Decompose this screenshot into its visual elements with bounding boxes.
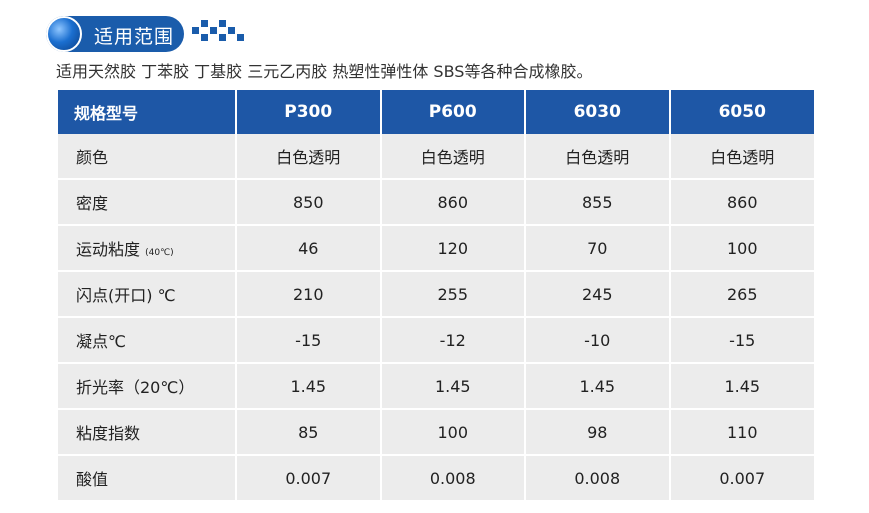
table-row: 运动粘度 (40℃) 46 120 70 100 [58, 225, 814, 272]
table-row: 折光率（20℃） 1.45 1.45 1.45 1.45 [58, 363, 814, 410]
table-cell: 855 [525, 179, 671, 226]
row-label-cell: 酸值 [58, 455, 237, 502]
row-label: 密度 [76, 194, 109, 213]
row-label-cell: 折光率（20℃） [58, 363, 237, 410]
spec-table: 规格型号 P300 P600 6030 6050 颜色 白色透明 白色透明 白色透明白… [58, 90, 814, 502]
section-title: 适用范围 [94, 26, 175, 48]
column-header: P600 [380, 90, 526, 134]
table-cell: 0.008 [380, 455, 526, 502]
table-cell: 120 [380, 225, 526, 272]
table-cell: 100 [380, 409, 526, 456]
table-row: 闪点(开口) ℃ 210 255 245 265 [58, 271, 814, 318]
row-label-cell: 密度 [58, 179, 237, 226]
table-cell: -10 [525, 317, 671, 364]
row-label-cell: 凝点℃ [58, 317, 237, 364]
row-label-cell: 运动粘度 (40℃) [58, 225, 237, 272]
table-cell: 110 [669, 409, 814, 456]
table-cell: 0.008 [525, 455, 671, 502]
table-cell: 245 [525, 271, 671, 318]
table-row: 粘度指数 85 100 98 110 [58, 409, 814, 456]
section-header: 适用范围 [46, 14, 306, 54]
table-cell: 0.007 [669, 455, 814, 502]
row-label: 运动粘度 [76, 240, 141, 259]
column-header: 6050 [669, 90, 814, 134]
table-cell: 白色透明 [380, 134, 526, 180]
table-cell: 255 [380, 271, 526, 318]
row-label-cell: 闪点(开口) ℃ [58, 271, 237, 318]
table-cell: 1.45 [669, 363, 814, 410]
table-row: 凝点℃ -15 -12 -10 -15 [58, 317, 814, 364]
table-cell: 85 [236, 409, 382, 456]
table-cell: 70 [525, 225, 671, 272]
row-label: 折光率（20℃） [76, 378, 195, 397]
blue-sphere-icon [46, 16, 82, 52]
table-cell: 46 [236, 225, 382, 272]
table-cell: -15 [236, 317, 382, 364]
row-label: 粘度指数 [76, 424, 141, 443]
table-cell: 850 [236, 179, 382, 226]
column-header: P300 [236, 90, 382, 134]
column-header: 规格型号 [58, 90, 237, 134]
row-label: 凝点℃ [76, 332, 126, 351]
table-cell: 265 [669, 271, 814, 318]
row-label: 酸值 [76, 470, 109, 489]
row-label-note: (40℃) [145, 248, 174, 258]
row-label-cell: 粘度指数 [58, 409, 237, 456]
table-cell: 0.007 [236, 455, 382, 502]
row-label-cell: 颜色 [58, 134, 237, 180]
table-cell: 210 [236, 271, 382, 318]
table-cell: 1.45 [380, 363, 526, 410]
table-cell: -15 [669, 317, 814, 364]
table-row: 颜色 白色透明 白色透明 白色透明 白色透明 [58, 134, 814, 180]
table-cell: 98 [525, 409, 671, 456]
table-cell: -12 [380, 317, 526, 364]
table-cell: 860 [380, 179, 526, 226]
table-cell: 1.45 [525, 363, 671, 410]
table-header-row: 规格型号 P300 P600 6030 6050 [58, 90, 814, 134]
row-label: 颜色 [76, 148, 109, 167]
row-label: 闪点(开口) ℃ [76, 286, 176, 305]
table-row: 酸值 0.007 0.008 0.008 0.007 [58, 455, 814, 502]
decorative-squares-icon [192, 20, 252, 48]
table-cell: 白色透明 [669, 134, 814, 180]
table-cell: 白色透明 [236, 134, 382, 180]
table-cell: 860 [669, 179, 814, 226]
table-row: 密度 850 860 855 860 [58, 179, 814, 226]
table-cell: 100 [669, 225, 814, 272]
table-cell: 白色透明 [525, 134, 671, 180]
application-description: 适用天然胶 丁苯胶 丁基胶 三元乙丙胶 热塑性弹性体 SBS等各种合成橡胶。 [56, 62, 593, 81]
column-header: 6030 [525, 90, 671, 134]
table-cell: 1.45 [236, 363, 382, 410]
